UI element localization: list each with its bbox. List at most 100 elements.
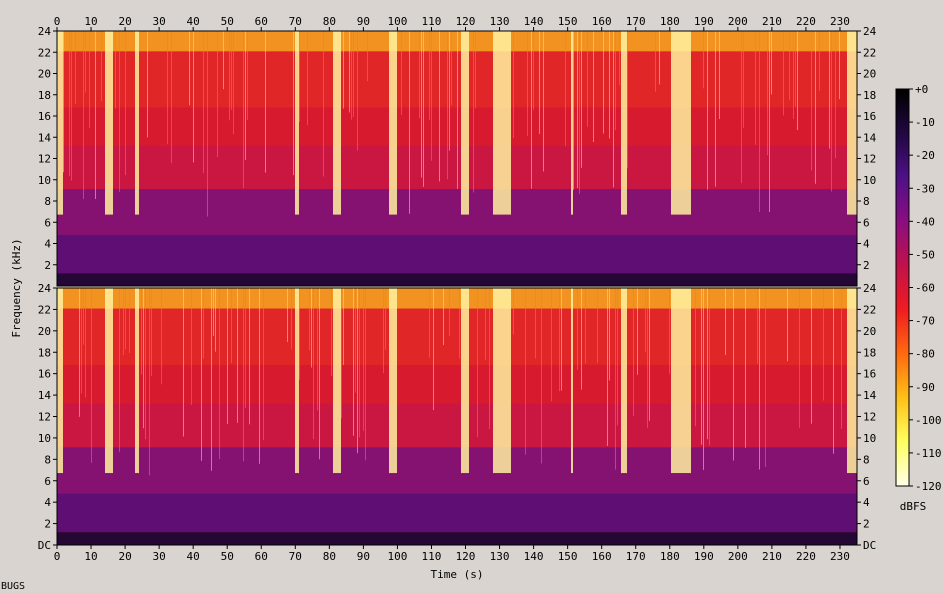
spectral-streak <box>115 31 116 109</box>
spectral-streak <box>617 288 618 426</box>
spectral-streak <box>215 288 216 352</box>
spectral-streak <box>707 31 708 190</box>
spectrogram-panels <box>56 30 858 546</box>
quiet-column <box>853 288 855 474</box>
quiet-column <box>297 288 299 474</box>
spectral-streak <box>231 31 232 110</box>
spectral-streak <box>603 31 604 134</box>
spectral-streak <box>431 31 432 161</box>
x-tick-label-bottom: 70 <box>289 550 302 563</box>
spectral-streak <box>119 288 120 453</box>
quiet-column <box>137 288 139 474</box>
y-tick-label-left: 16 <box>38 110 51 123</box>
spectral-streak <box>189 31 190 106</box>
y-tick-label-right: 24 <box>863 25 877 38</box>
y-tick-label-right: 14 <box>863 389 877 402</box>
x-tick-label-top: 130 <box>490 15 510 28</box>
x-tick-label-bottom: 150 <box>558 550 578 563</box>
colorbar-tick-label: -90 <box>915 381 935 394</box>
x-tick-label-bottom: 120 <box>456 550 476 563</box>
quiet-column <box>333 31 335 215</box>
y-tick-label-left: 4 <box>44 238 51 251</box>
spectral-streak <box>829 31 830 149</box>
spectral-streak <box>147 31 148 138</box>
spectral-streak <box>237 288 238 423</box>
spectral-streak <box>473 31 474 193</box>
x-tick-label-top: 30 <box>153 15 166 28</box>
spectral-streak <box>477 288 478 438</box>
y-tick-label-left: 14 <box>38 389 52 402</box>
colorbar-tick-label: -40 <box>915 215 935 228</box>
spectral-streak <box>819 31 820 91</box>
footer-label: BUGS <box>1 581 26 592</box>
spectral-streak <box>341 288 342 419</box>
spectral-streak <box>343 288 344 365</box>
y-tick-label-left: 10 <box>38 432 51 445</box>
x-tick-label-top: 210 <box>762 15 782 28</box>
spectral-streak <box>125 288 126 350</box>
quiet-column <box>393 31 395 215</box>
spectral-streak <box>559 288 560 392</box>
spectral-streak <box>259 288 260 464</box>
x-tick-label-top: 60 <box>255 15 268 28</box>
y-axis-label: Frequency (kHz) <box>10 238 23 337</box>
x-tick-label-bottom: 0 <box>54 550 61 563</box>
spectral-streak <box>701 288 702 445</box>
spectral-streak <box>211 288 212 471</box>
spectral-streak <box>145 288 146 440</box>
quiet-column <box>463 31 465 215</box>
colorbar-gradient <box>895 88 910 487</box>
spectral-streak <box>401 31 402 115</box>
spectral-streak <box>543 31 544 172</box>
frequency-band <box>57 273 857 286</box>
spectral-streak <box>357 31 358 151</box>
spectral-streak <box>577 31 578 189</box>
spectral-streak <box>659 31 660 85</box>
spectral-streak <box>231 288 232 364</box>
y-tick-label-right: 16 <box>863 368 876 381</box>
spectral-streak <box>707 288 708 440</box>
quiet-column <box>135 31 137 215</box>
y-tick-label-left: 18 <box>38 346 51 359</box>
spectral-streak <box>71 31 72 181</box>
quiet-column <box>465 288 467 474</box>
quiet-column <box>849 31 851 215</box>
x-tick-label-bottom: 10 <box>84 550 97 563</box>
spectral-streak <box>63 31 64 173</box>
spectral-streak <box>203 288 204 359</box>
colorbar-tick-label: -60 <box>915 282 935 295</box>
spectral-streak <box>695 288 696 427</box>
spectral-streak <box>615 288 616 470</box>
quiet-column <box>389 31 391 215</box>
spectral-streak <box>229 31 230 121</box>
y-tick-label-right: 18 <box>863 89 876 102</box>
spectral-streak <box>119 31 120 192</box>
spectral-streak <box>101 31 102 102</box>
x-axis-label: Time (s) <box>431 568 484 581</box>
spectral-streak <box>783 31 784 116</box>
spectral-streak <box>719 31 720 120</box>
y-tick-label-left: 14 <box>38 131 52 144</box>
spectral-streak <box>573 31 574 190</box>
quiet-column <box>679 288 681 474</box>
spectral-streak <box>69 31 70 177</box>
spectral-streak <box>561 288 562 391</box>
y-tick-label-right: 16 <box>863 110 876 123</box>
x-tick-label-bottom: 40 <box>187 550 200 563</box>
spectral-streak <box>607 288 608 446</box>
spectral-streak <box>191 288 192 405</box>
spectral-streak <box>83 288 84 345</box>
quiet-column <box>339 31 341 215</box>
spectral-streak <box>95 31 96 200</box>
spectral-streak <box>141 288 142 375</box>
x-tick-label-bottom: 230 <box>830 550 850 563</box>
quiet-column <box>467 288 469 474</box>
spectral-streak <box>309 288 310 351</box>
spectral-streak <box>451 31 452 106</box>
spectral-streak <box>447 31 448 180</box>
spectral-streak <box>385 288 386 350</box>
spectral-streak <box>655 31 656 92</box>
spectral-streak <box>443 288 444 346</box>
x-tick-label-bottom: 20 <box>118 550 131 563</box>
quiet-column <box>621 31 623 215</box>
